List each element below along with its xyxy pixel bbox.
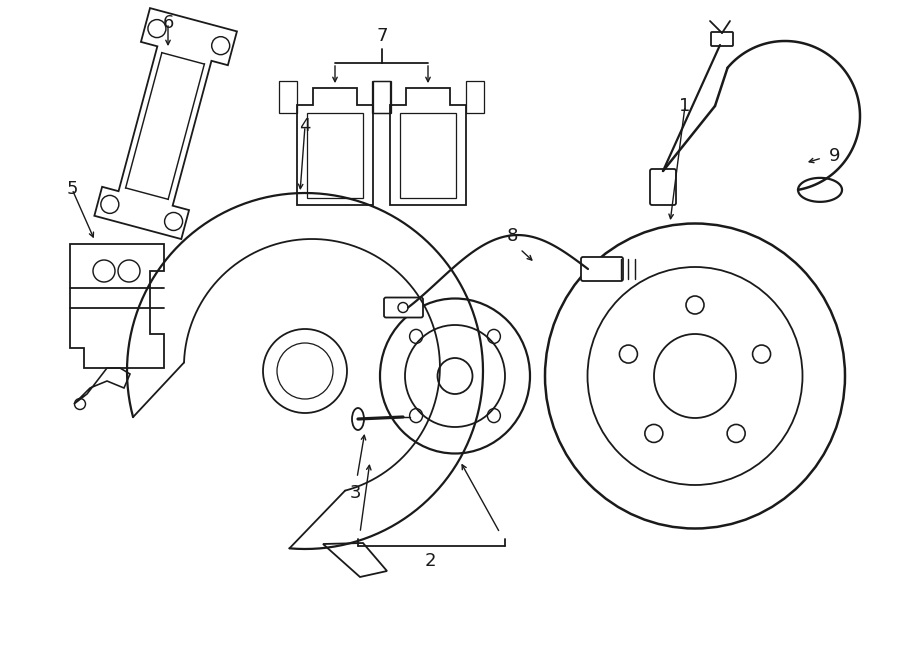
Text: 4: 4 (299, 117, 310, 135)
FancyBboxPatch shape (581, 257, 623, 281)
FancyBboxPatch shape (711, 32, 733, 46)
Text: 1: 1 (680, 97, 690, 115)
Text: 3: 3 (349, 484, 361, 502)
Text: 9: 9 (829, 147, 841, 165)
Ellipse shape (352, 408, 364, 430)
Text: 6: 6 (162, 14, 174, 32)
FancyBboxPatch shape (650, 169, 676, 205)
Text: 5: 5 (67, 180, 77, 198)
FancyBboxPatch shape (384, 297, 423, 317)
Text: 2: 2 (424, 552, 436, 570)
Text: 7: 7 (376, 27, 388, 45)
Text: 8: 8 (507, 227, 517, 245)
